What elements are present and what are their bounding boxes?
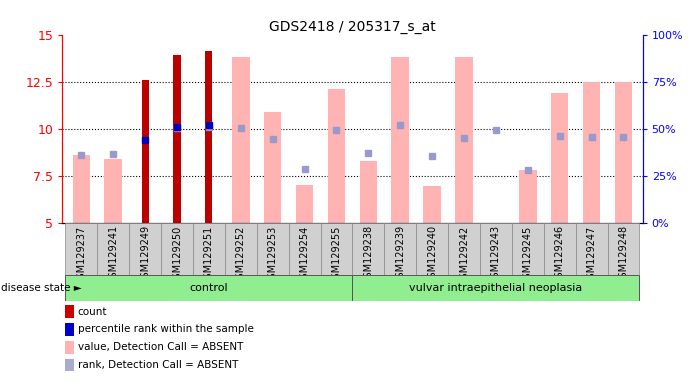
Bar	[448, 223, 480, 275]
Bar	[65, 359, 75, 371]
Text: GSM129249: GSM129249	[140, 225, 150, 285]
Bar	[232, 57, 249, 223]
Bar	[544, 223, 576, 275]
Bar	[205, 51, 212, 223]
Bar	[173, 55, 180, 223]
Bar	[519, 170, 537, 223]
Text: control: control	[189, 283, 228, 293]
Bar	[480, 223, 512, 275]
Text: GSM129243: GSM129243	[491, 225, 501, 285]
Text: GSM129251: GSM129251	[204, 225, 214, 285]
Bar	[142, 80, 149, 223]
Bar	[65, 323, 75, 336]
Bar	[225, 223, 257, 275]
Text: GSM129246: GSM129246	[555, 225, 565, 285]
Bar	[359, 161, 377, 223]
Bar	[384, 223, 416, 275]
Text: GSM129248: GSM129248	[618, 225, 629, 285]
Bar	[607, 223, 639, 275]
Text: percentile rank within the sample: percentile rank within the sample	[78, 324, 254, 334]
Bar	[264, 112, 281, 223]
Bar	[104, 159, 122, 223]
Bar	[289, 223, 321, 275]
Text: GSM129240: GSM129240	[427, 225, 437, 285]
Text: GSM129239: GSM129239	[395, 225, 405, 285]
Bar	[455, 57, 473, 223]
Bar	[296, 185, 313, 223]
Bar	[65, 341, 75, 354]
Text: GSM129253: GSM129253	[267, 225, 278, 285]
Bar	[392, 57, 409, 223]
Text: GSM129254: GSM129254	[300, 225, 310, 285]
Bar	[66, 275, 352, 301]
Bar	[161, 223, 193, 275]
Bar	[424, 186, 441, 223]
Bar	[65, 305, 75, 318]
Bar	[583, 82, 600, 223]
Bar	[328, 89, 346, 223]
Bar	[416, 223, 448, 275]
Text: disease state ►: disease state ►	[1, 283, 82, 293]
Text: GSM129247: GSM129247	[587, 225, 596, 285]
Text: GSM129241: GSM129241	[108, 225, 118, 285]
Bar	[512, 223, 544, 275]
Text: GSM129250: GSM129250	[172, 225, 182, 285]
Bar	[129, 223, 161, 275]
Bar	[576, 223, 607, 275]
Text: value, Detection Call = ABSENT: value, Detection Call = ABSENT	[78, 342, 243, 352]
Title: GDS2418 / 205317_s_at: GDS2418 / 205317_s_at	[269, 20, 436, 33]
Text: GSM129237: GSM129237	[76, 225, 86, 285]
Text: vulvar intraepithelial neoplasia: vulvar intraepithelial neoplasia	[409, 283, 583, 293]
Bar	[321, 223, 352, 275]
Bar	[73, 155, 90, 223]
Bar	[352, 275, 639, 301]
Bar	[193, 223, 225, 275]
Text: GSM129245: GSM129245	[523, 225, 533, 285]
Text: GSM129238: GSM129238	[363, 225, 373, 285]
Bar	[352, 223, 384, 275]
Text: GSM129242: GSM129242	[459, 225, 469, 285]
Bar	[615, 82, 632, 223]
Text: count: count	[78, 307, 107, 317]
Bar	[551, 93, 569, 223]
Bar	[66, 223, 97, 275]
Text: rank, Detection Call = ABSENT: rank, Detection Call = ABSENT	[78, 360, 238, 370]
Text: GSM129252: GSM129252	[236, 225, 246, 285]
Bar	[97, 223, 129, 275]
Text: GSM129255: GSM129255	[332, 225, 341, 285]
Bar	[257, 223, 289, 275]
